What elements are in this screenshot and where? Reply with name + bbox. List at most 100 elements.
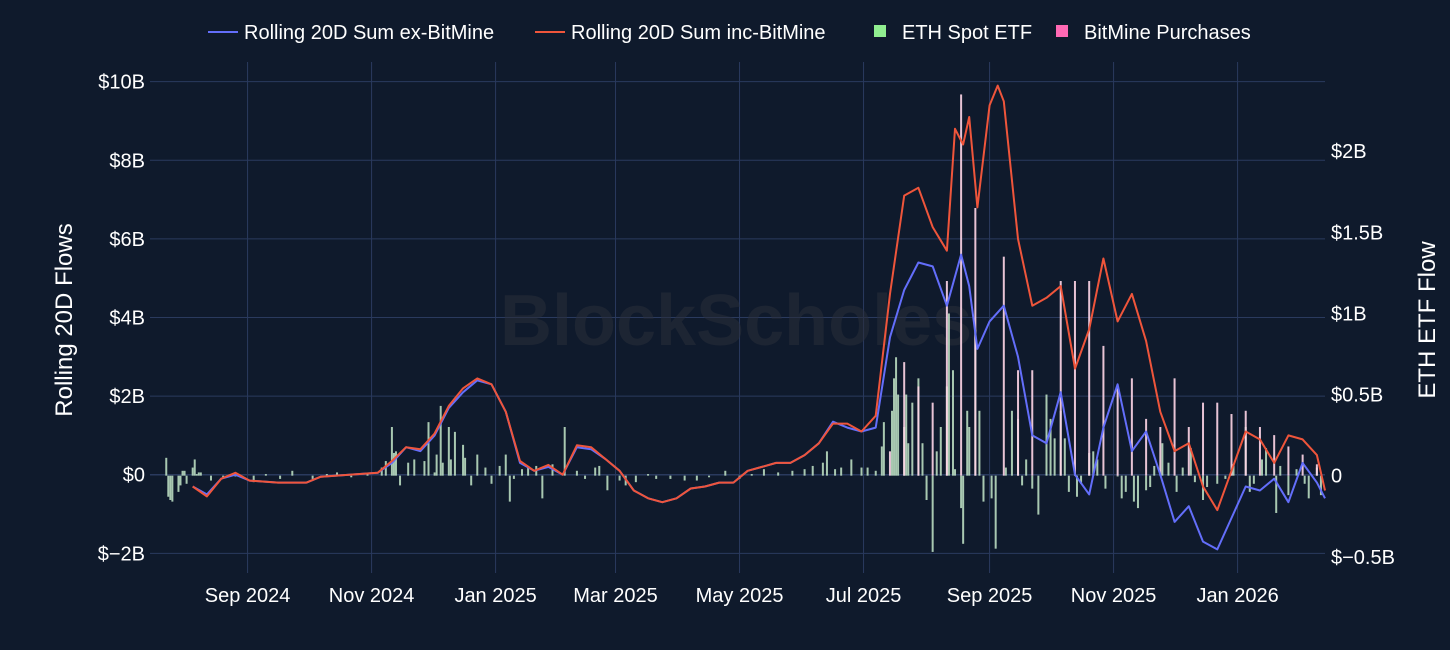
bar — [1037, 475, 1040, 515]
bar — [504, 454, 507, 476]
legend-item: Rolling 20D Sum inc-BitMine — [535, 22, 826, 44]
bar — [1244, 410, 1247, 476]
x-tick-label: Sep 2025 — [947, 585, 1033, 607]
bar — [598, 465, 601, 476]
bar — [960, 475, 963, 509]
legend: Rolling 20D Sum ex-BitMine Rolling 20D Su… — [208, 22, 1251, 44]
bar — [1206, 475, 1209, 488]
x-tick-label: Nov 2024 — [329, 585, 415, 607]
bar — [183, 470, 186, 476]
x-tick-label: Jan 2026 — [1196, 585, 1278, 607]
bar — [966, 410, 969, 476]
bar — [907, 443, 910, 476]
bar — [541, 475, 544, 499]
bar — [1067, 475, 1070, 492]
bar — [1116, 386, 1119, 476]
bar — [476, 454, 479, 476]
bar — [917, 386, 920, 476]
bar — [1017, 370, 1020, 476]
bar — [1153, 465, 1156, 476]
bar — [209, 475, 212, 481]
bar — [951, 370, 954, 476]
bar — [825, 451, 828, 476]
y-tick-label: $8B — [109, 150, 145, 172]
legend-item: ETH Spot ETF — [874, 22, 1032, 44]
bar — [181, 470, 184, 476]
bar — [1010, 410, 1013, 476]
bar — [291, 470, 294, 476]
bar — [1149, 475, 1152, 488]
bar — [695, 475, 698, 481]
bar — [866, 467, 869, 476]
bar — [222, 475, 225, 478]
bar — [1004, 467, 1007, 476]
bar — [179, 475, 182, 486]
bar — [655, 475, 658, 479]
bar — [935, 451, 938, 476]
bar — [606, 475, 609, 491]
bar — [982, 475, 985, 502]
bar — [1075, 475, 1078, 497]
bar — [399, 475, 402, 486]
bar — [1159, 427, 1162, 476]
bar — [890, 410, 893, 476]
legend-label: Rolling 20D Sum ex-BitMine — [244, 22, 494, 44]
bar — [185, 475, 188, 484]
bar — [252, 475, 255, 483]
y2-tick-label: $−0.5B — [1331, 547, 1395, 569]
bar — [490, 475, 493, 484]
bar — [394, 451, 397, 476]
bar — [1202, 402, 1205, 476]
bar — [1132, 475, 1135, 502]
bar — [1021, 475, 1024, 486]
bar — [1187, 427, 1190, 476]
bar — [990, 475, 993, 499]
bar — [1258, 427, 1261, 476]
bar — [1216, 402, 1219, 476]
y-tick-label: $−2B — [98, 543, 145, 565]
watermark: BlockScholes — [500, 281, 972, 361]
bar — [954, 469, 957, 476]
bar — [1224, 475, 1227, 479]
legend-label: ETH Spot ETF — [902, 22, 1032, 44]
bar — [1248, 475, 1251, 492]
bar — [803, 469, 806, 476]
y2-axis-title: ETH ETF Flow — [1414, 241, 1441, 399]
bar — [1260, 459, 1263, 476]
line-layer — [192, 84, 1326, 551]
bar — [1025, 459, 1028, 476]
bar — [575, 470, 578, 476]
bar — [447, 427, 450, 476]
bar — [1063, 438, 1066, 476]
bar — [527, 465, 530, 476]
bar — [264, 474, 267, 476]
y-tick-label: $4B — [109, 308, 145, 330]
bar — [512, 475, 515, 479]
bar — [1116, 475, 1119, 477]
bar — [1216, 475, 1219, 484]
bar — [931, 475, 934, 552]
legend-swatch-square — [1056, 25, 1068, 37]
bar — [484, 467, 487, 476]
x-tick-label: Jan 2025 — [454, 585, 536, 607]
bar — [968, 427, 971, 476]
bar — [683, 475, 686, 481]
bar — [521, 469, 524, 476]
y-tick-label: $2B — [109, 386, 145, 408]
bar — [618, 475, 621, 481]
bar — [193, 459, 196, 476]
y2-tick-label: $1.5B — [1331, 222, 1383, 244]
bar — [994, 475, 997, 549]
x-tick-label: Nov 2025 — [1071, 585, 1157, 607]
bar — [1059, 281, 1062, 476]
bar — [195, 474, 198, 476]
bar — [1120, 475, 1123, 499]
bar — [167, 475, 170, 497]
bar — [380, 467, 383, 476]
bar — [433, 472, 436, 476]
bar — [1303, 475, 1306, 484]
bar — [897, 394, 900, 476]
bar — [840, 467, 843, 476]
bar — [1287, 446, 1290, 476]
